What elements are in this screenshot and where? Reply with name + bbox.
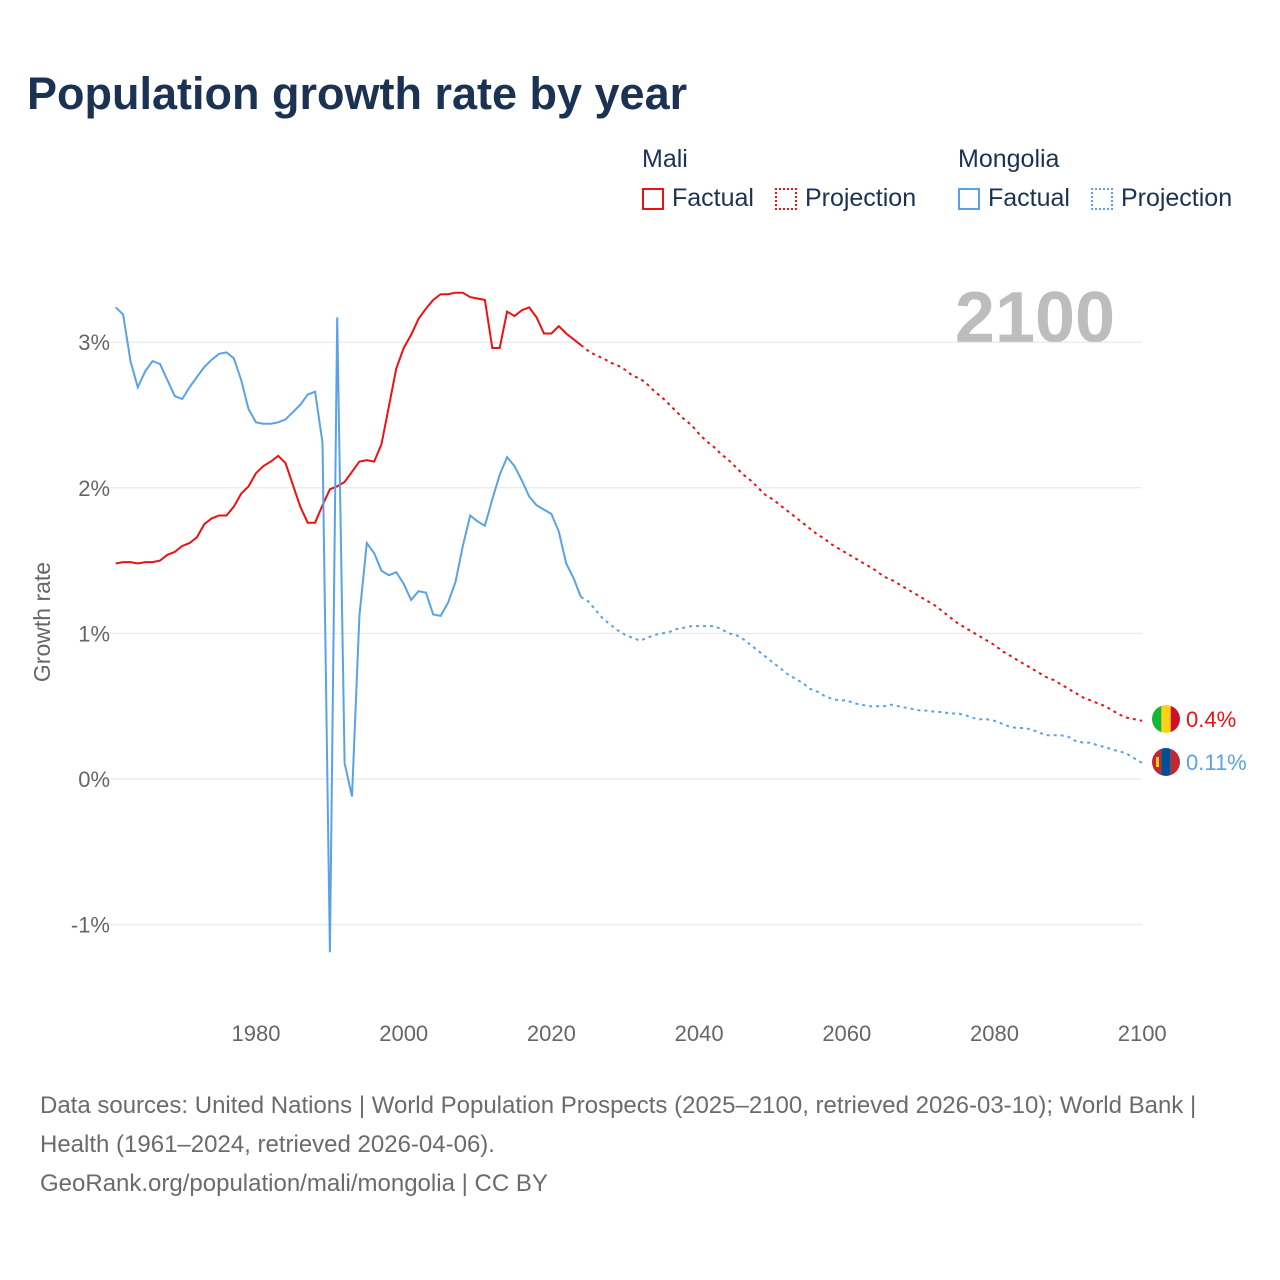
x-tick-label: 2020	[527, 1021, 576, 1046]
y-axis-label: Growth rate	[29, 562, 55, 682]
legend-label: Projection	[1120, 184, 1233, 212]
mongolia-flag-icon	[1152, 748, 1180, 776]
x-tick-label: 2040	[675, 1021, 724, 1046]
mali-projection-line	[580, 344, 1143, 722]
flag-stripe	[1161, 705, 1171, 733]
solid-swatch-icon	[642, 187, 664, 210]
chart-title: Population growth rate by year	[27, 68, 688, 119]
legend-group-name: Mongolia	[958, 145, 1060, 173]
mongolia-factual-line	[115, 306, 582, 953]
legend-mongolia: Mongolia Factual Projection	[958, 145, 1246, 217]
mongolia-projection-line	[580, 596, 1143, 764]
x-tick-label: 2080	[970, 1021, 1019, 1046]
x-tick-label: 2000	[379, 1021, 428, 1046]
legend-mali-projection[interactable]: Projection	[774, 184, 917, 213]
flag-stripe	[1170, 705, 1180, 733]
dotted-swatch-icon	[774, 187, 797, 210]
y-tick-label: 1%	[78, 621, 110, 646]
flag-stripe	[1170, 748, 1180, 776]
x-tick-label: 2100	[1118, 1021, 1167, 1046]
flag-stripe	[1161, 748, 1171, 776]
mongolia-end-label: 0.11%	[1186, 750, 1247, 775]
mali-end-label: 0.4%	[1186, 707, 1236, 732]
data-sources: Data sources: United Nations | World Pop…	[40, 1092, 1197, 1158]
legend-label: Projection	[804, 184, 917, 212]
y-tick-label: 3%	[78, 330, 110, 355]
mali-flag-icon	[1152, 705, 1180, 733]
mali-factual-line	[115, 291, 582, 565]
x-tick-label: 2060	[822, 1021, 871, 1046]
credit-link[interactable]: GeoRank.org/population/mali/mongolia | C…	[40, 1170, 548, 1197]
y-tick-label: -1%	[71, 913, 110, 938]
x-tick-label: 1980	[232, 1021, 281, 1046]
dotted-swatch-icon	[1090, 187, 1113, 210]
y-tick-label: 0%	[78, 767, 110, 792]
legend-label: Factual	[672, 184, 754, 212]
footer: Data sources: United Nations | World Pop…	[40, 1086, 1240, 1203]
legend-group-name: Mali	[642, 145, 688, 173]
y-tick-label: 2%	[78, 476, 110, 501]
legend-label: Factual	[988, 184, 1070, 212]
legend-mali-factual[interactable]: Factual	[642, 184, 754, 213]
legend-mali: Mali Factual Projection	[642, 145, 930, 217]
legend-mongolia-projection[interactable]: Projection	[1090, 184, 1233, 213]
flag-stripe	[1152, 705, 1162, 733]
soyombo-icon	[1156, 757, 1159, 767]
solid-swatch-icon	[958, 187, 980, 210]
legend-mongolia-factual[interactable]: Factual	[958, 184, 1070, 213]
chart-area: 2100 Growth rate -1% 0% 1% 2% 3% 1980 2000 2020…	[29, 278, 1247, 1046]
year-overlay: 2100	[955, 278, 1115, 358]
